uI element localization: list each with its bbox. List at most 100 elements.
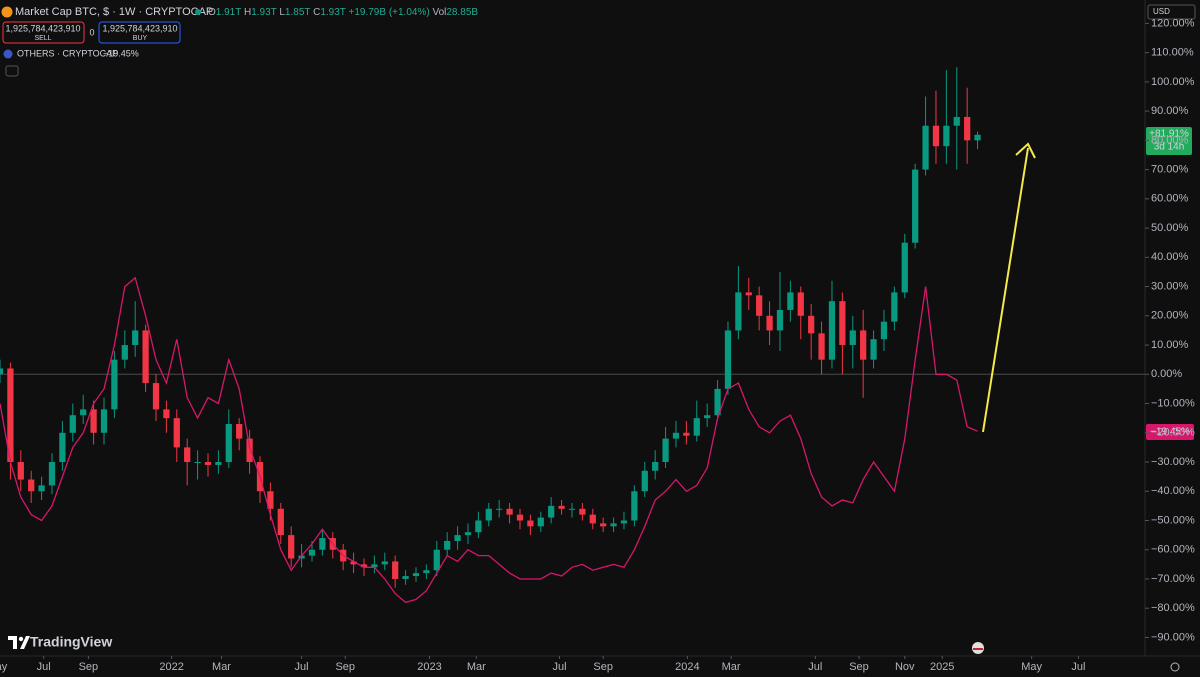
price-tag bbox=[1146, 424, 1194, 440]
candle-body bbox=[412, 573, 420, 577]
x-tick-label: Sep bbox=[79, 661, 99, 673]
candle-body bbox=[464, 532, 472, 536]
candle-body bbox=[568, 508, 576, 510]
candle-body bbox=[132, 330, 139, 346]
symbol[interactable]: Market Cap BTC, $ · 1W · CRYPTOCAP bbox=[15, 6, 213, 18]
collapse-button[interactable] bbox=[5, 65, 19, 77]
y-tick-label: 50.00% bbox=[1151, 222, 1189, 234]
buy-label: BUY bbox=[133, 35, 148, 42]
candle-body bbox=[402, 576, 409, 579]
y-tick-label: −50.00% bbox=[1151, 514, 1195, 526]
ohlc-key: O bbox=[208, 7, 216, 18]
candle-body bbox=[641, 470, 648, 492]
candle-body bbox=[100, 409, 108, 433]
x-tick-label: Sep bbox=[335, 661, 355, 673]
candle-body bbox=[849, 330, 856, 346]
compare-symbol[interactable]: OTHERS · CRYPTOCAP bbox=[17, 48, 118, 58]
buy-button[interactable] bbox=[98, 21, 181, 44]
y-tick-label: −90.00% bbox=[1151, 631, 1195, 643]
compare-change: −19.45% bbox=[103, 48, 139, 58]
candle-body bbox=[932, 125, 940, 147]
x-tick-label: 2022 bbox=[159, 661, 183, 673]
candle-body bbox=[163, 409, 170, 419]
candle-body bbox=[704, 415, 711, 419]
currency: USD bbox=[1153, 7, 1170, 16]
candle-body bbox=[90, 409, 97, 433]
candle-body bbox=[516, 514, 524, 521]
candle-body bbox=[589, 514, 596, 524]
candle-body bbox=[288, 535, 295, 559]
candle-body bbox=[610, 523, 617, 527]
y-tick-label: 90.00% bbox=[1151, 105, 1189, 117]
candle-body bbox=[496, 508, 503, 510]
brand-logo bbox=[8, 636, 30, 649]
candle-body bbox=[194, 462, 201, 464]
candle-body bbox=[880, 321, 888, 340]
candle-body bbox=[652, 462, 659, 471]
settings-button[interactable] bbox=[1170, 662, 1180, 672]
ohlc-change: +19.79B (+1.04%) bbox=[349, 7, 430, 18]
candle-body bbox=[808, 315, 815, 334]
ohlc-value: 1.85T bbox=[285, 7, 310, 18]
candle-body bbox=[236, 423, 243, 439]
candle-body bbox=[683, 432, 690, 436]
x-tick-label: Jul bbox=[295, 661, 309, 673]
x-tick-label: Nov bbox=[895, 661, 915, 673]
plot-area bbox=[0, 67, 1145, 604]
candle-body bbox=[558, 505, 565, 509]
candle-body bbox=[215, 462, 222, 465]
ohlc-key: H bbox=[244, 7, 251, 18]
candle-body bbox=[48, 462, 56, 486]
candle-body bbox=[797, 292, 804, 316]
candle-body bbox=[225, 423, 232, 463]
candle-body bbox=[579, 508, 586, 515]
candle-body bbox=[922, 125, 929, 170]
ohlc-value: 1.91T bbox=[216, 7, 241, 18]
y-tick-label: 70.00% bbox=[1151, 164, 1189, 176]
sell-button[interactable] bbox=[2, 21, 85, 44]
y-tick-label: −60.00% bbox=[1151, 544, 1195, 556]
currency-button[interactable] bbox=[1147, 4, 1196, 20]
spread: 0 bbox=[89, 27, 94, 37]
annotation-arrow bbox=[982, 142, 1036, 433]
candle-body bbox=[350, 561, 357, 565]
status-dot bbox=[195, 9, 201, 15]
compare-line bbox=[0, 276, 978, 604]
sell-label: SELL bbox=[34, 35, 51, 42]
brand-logo bbox=[18, 636, 24, 642]
candle-body bbox=[7, 368, 14, 463]
candle-body bbox=[672, 432, 680, 439]
x-tick-label: Sep bbox=[849, 661, 869, 673]
x-tick-label: Jul bbox=[37, 661, 51, 673]
candle-body bbox=[121, 345, 128, 360]
sell-price: 1,925,784,423,910 bbox=[5, 23, 80, 33]
symbol-icon bbox=[1, 6, 13, 18]
candle-body bbox=[870, 339, 877, 360]
candle-body bbox=[381, 561, 388, 565]
buy-price: 1,925,784,423,910 bbox=[102, 23, 177, 33]
price-tag-label: +81.91% bbox=[1149, 129, 1189, 140]
candle-body bbox=[28, 479, 35, 492]
y-tick-label: 100.00% bbox=[1151, 76, 1195, 88]
events-icon bbox=[973, 648, 983, 650]
candle-body bbox=[152, 383, 160, 410]
candle-body bbox=[828, 301, 836, 360]
y-tick-label: −40.00% bbox=[1151, 485, 1195, 497]
candle-body bbox=[891, 292, 898, 322]
candle-body bbox=[371, 564, 378, 568]
x-tick-label: 2025 bbox=[930, 661, 954, 673]
candle-body bbox=[912, 169, 919, 243]
candle-body bbox=[111, 359, 118, 410]
volume-key: Vol bbox=[432, 7, 446, 18]
candle-body bbox=[277, 508, 284, 536]
candle-body bbox=[298, 555, 305, 559]
candle-body bbox=[693, 418, 700, 436]
ohlc-key: L bbox=[279, 7, 285, 18]
brand-name: TradingView bbox=[30, 634, 112, 650]
y-tick-label: 30.00% bbox=[1151, 280, 1189, 292]
y-tick-label: 20.00% bbox=[1151, 310, 1189, 322]
brand: TradingView bbox=[8, 634, 112, 650]
candle-body bbox=[964, 116, 971, 141]
